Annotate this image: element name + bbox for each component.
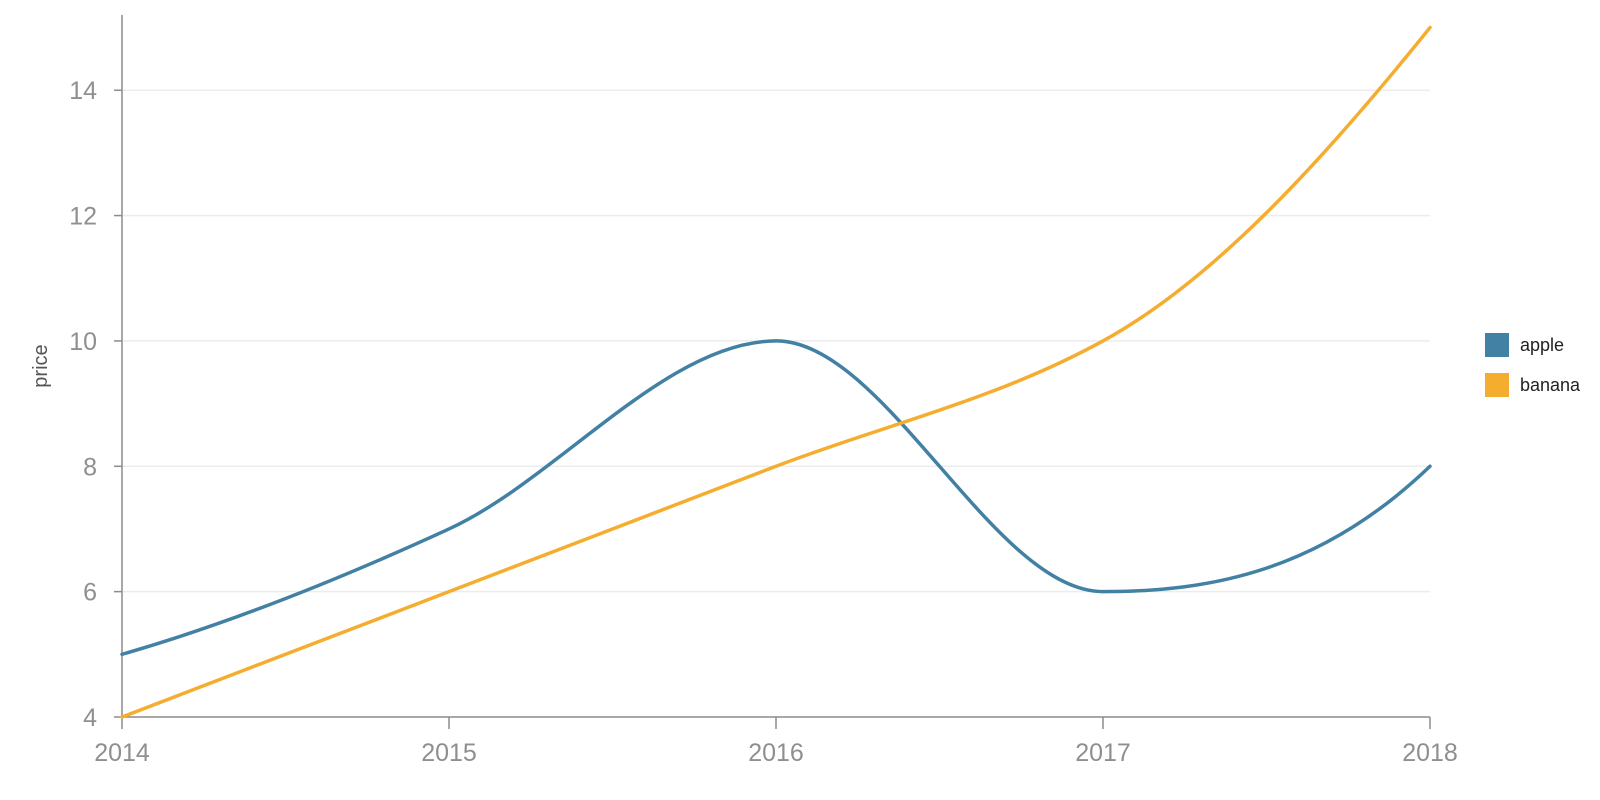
y-tick-label: 8 [83,453,97,481]
y-axis-title: price [30,344,52,387]
x-tick-label: 2015 [421,739,477,767]
y-tick-label: 10 [69,328,97,356]
legend: apple banana [1485,333,1581,397]
x-axis-ticks: 2014 2015 2016 2017 2018 [94,717,1458,767]
y-tick-label: 14 [69,77,97,105]
x-tick-label: 2014 [94,739,150,767]
series-line-banana [120,25,1432,719]
x-tick-label: 2016 [748,739,804,767]
y-axis-ticks: 4 6 8 10 12 14 [69,77,122,732]
series-lines [120,25,1432,719]
legend-label-apple: apple [1520,335,1564,355]
y-tick-label: 6 [83,579,97,607]
legend-label-banana: banana [1520,375,1581,395]
legend-swatch-apple [1485,333,1509,357]
y-tick-label: 12 [69,203,97,231]
y-tick-label: 4 [83,704,97,732]
legend-swatch-banana [1485,373,1509,397]
x-tick-label: 2018 [1402,739,1458,767]
x-tick-label: 2017 [1075,739,1131,767]
series-line-apple [120,339,1432,657]
axes [121,15,1430,718]
